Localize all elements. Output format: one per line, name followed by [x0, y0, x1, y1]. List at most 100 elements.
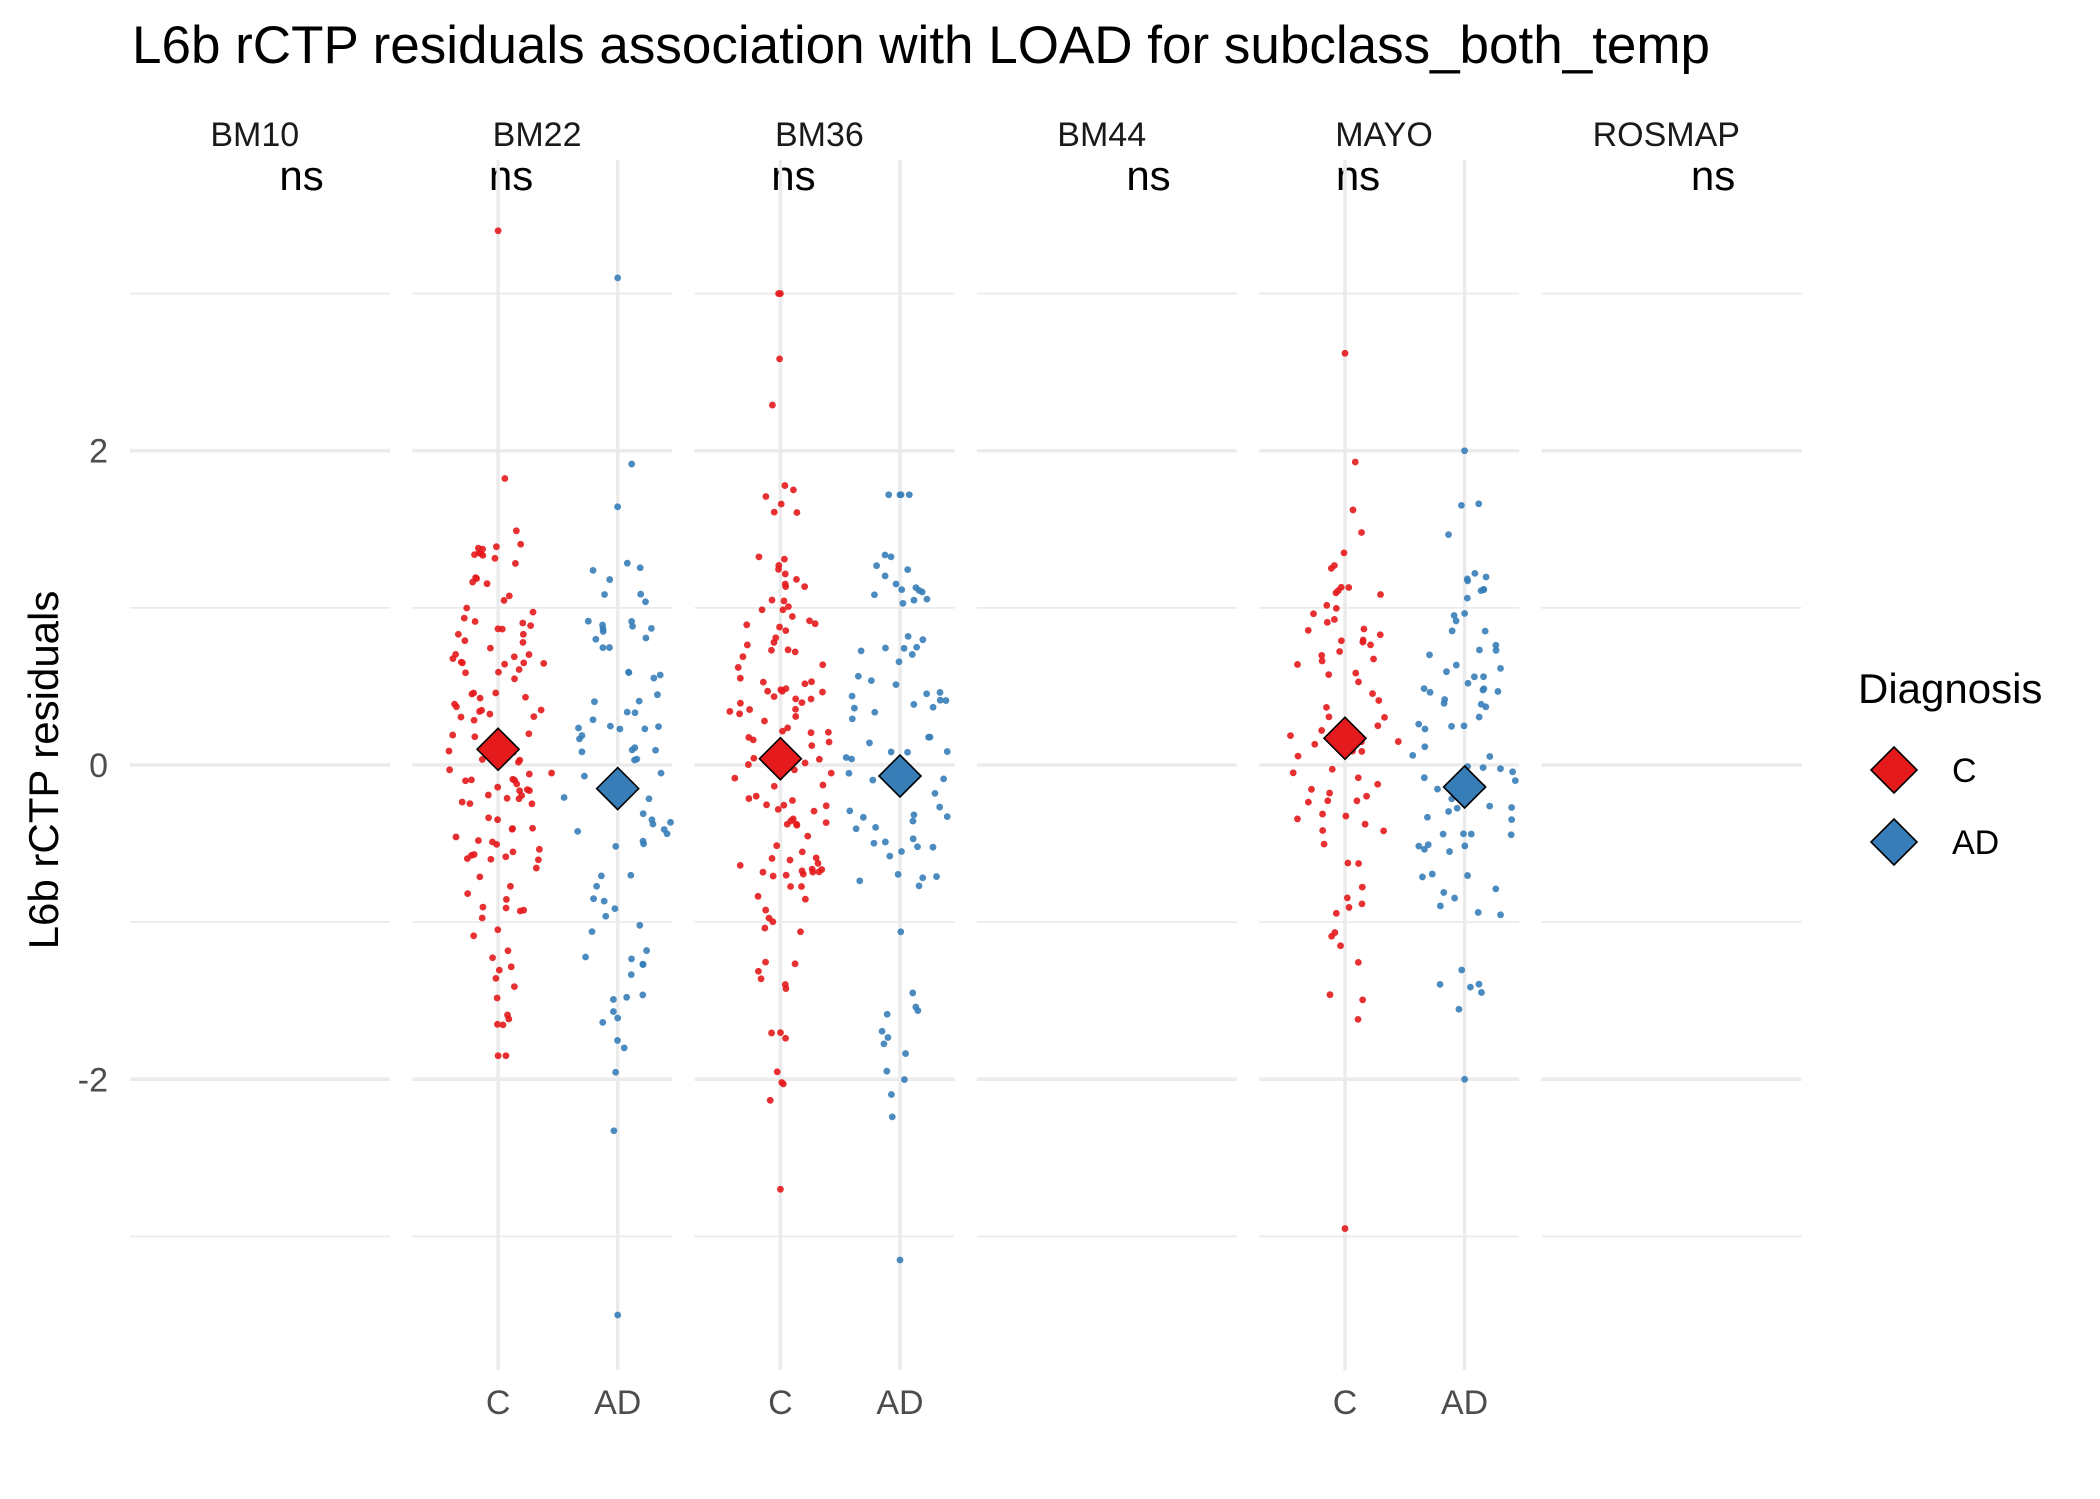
data-point	[609, 996, 617, 1003]
data-point	[801, 895, 809, 903]
data-point	[793, 509, 801, 516]
data-point	[1445, 531, 1452, 539]
data-point	[1332, 605, 1340, 612]
data-point	[501, 475, 509, 482]
data-point	[478, 914, 486, 922]
data-point	[769, 401, 776, 409]
data-point	[787, 883, 794, 890]
mean-marker	[595, 766, 640, 811]
data-point	[745, 761, 752, 768]
data-point	[1353, 797, 1361, 805]
data-point	[1464, 872, 1471, 879]
data-point	[936, 689, 944, 696]
data-point	[476, 708, 483, 715]
data-point	[1344, 859, 1352, 867]
data-point	[1441, 696, 1449, 703]
data-point	[909, 989, 917, 997]
data-point	[1436, 980, 1444, 988]
x-tick-label: AD	[1441, 1384, 1488, 1422]
legend-label: C	[1952, 752, 1977, 790]
y-tick-label: 0	[89, 747, 108, 785]
data-point	[777, 1029, 784, 1036]
data-point	[599, 1018, 607, 1026]
data-point	[582, 953, 589, 961]
data-point	[782, 871, 790, 879]
data-point	[503, 794, 511, 802]
data-point	[743, 621, 751, 629]
x-tick-label: C	[1333, 1384, 1358, 1422]
mean-marker	[758, 736, 803, 781]
data-point	[470, 716, 478, 724]
data-point	[1474, 909, 1482, 916]
points-ad	[560, 274, 674, 1319]
data-point	[1318, 727, 1326, 734]
data-point	[1480, 586, 1488, 594]
data-point	[1475, 713, 1483, 721]
data-point	[1361, 820, 1369, 828]
data-point	[510, 983, 518, 991]
data-point	[623, 708, 631, 716]
data-point	[606, 722, 614, 730]
data-point	[798, 883, 805, 890]
data-point	[493, 994, 501, 1002]
data-point	[1452, 617, 1460, 625]
data-point	[511, 560, 519, 567]
data-point	[614, 1037, 621, 1044]
data-point	[591, 698, 598, 706]
data-point	[856, 877, 864, 885]
data-point	[857, 647, 865, 655]
data-point	[1434, 785, 1441, 793]
data-point	[888, 1113, 896, 1121]
data-point	[896, 1256, 904, 1264]
data-point	[1409, 752, 1417, 759]
data-point	[757, 975, 765, 983]
data-point	[593, 882, 600, 890]
data-point	[612, 1068, 620, 1076]
data-point	[1310, 610, 1317, 618]
data-point	[647, 624, 655, 632]
data-point	[888, 1091, 895, 1098]
data-point	[1497, 664, 1504, 672]
data-point	[520, 659, 528, 667]
data-point	[1421, 725, 1429, 733]
data-point	[600, 897, 608, 905]
data-point	[462, 669, 469, 677]
data-point	[914, 843, 921, 851]
data-point	[1461, 842, 1469, 850]
data-point	[478, 756, 486, 763]
data-point	[801, 583, 809, 591]
data-point	[452, 650, 460, 658]
data-point	[492, 543, 500, 551]
data-point	[773, 1068, 781, 1076]
data-point	[509, 825, 516, 832]
data-point	[929, 703, 937, 711]
data-point	[743, 641, 751, 649]
data-point	[1453, 804, 1461, 812]
y-axis: -2 0 2	[78, 433, 108, 1100]
data-point	[789, 797, 796, 804]
x-tick-label: AD	[594, 1384, 641, 1422]
data-point	[850, 704, 858, 712]
data-point	[515, 666, 523, 673]
data-point	[798, 867, 806, 875]
data-point	[597, 872, 605, 880]
data-point	[1287, 732, 1294, 740]
data-point	[522, 693, 529, 701]
data-point	[909, 835, 917, 843]
data-point	[1328, 765, 1336, 773]
data-point	[792, 713, 800, 720]
data-point	[790, 486, 797, 494]
data-point	[525, 651, 533, 658]
data-point	[446, 766, 453, 774]
data-point	[807, 695, 815, 703]
data-point	[625, 668, 632, 676]
data-point	[1476, 646, 1483, 654]
data-point	[628, 955, 635, 963]
data-point	[616, 725, 624, 733]
data-point	[1463, 594, 1471, 602]
data-point	[519, 630, 527, 638]
data-point	[819, 688, 826, 696]
data-point	[1460, 722, 1468, 730]
data-point	[908, 651, 916, 658]
data-point	[878, 1027, 886, 1035]
